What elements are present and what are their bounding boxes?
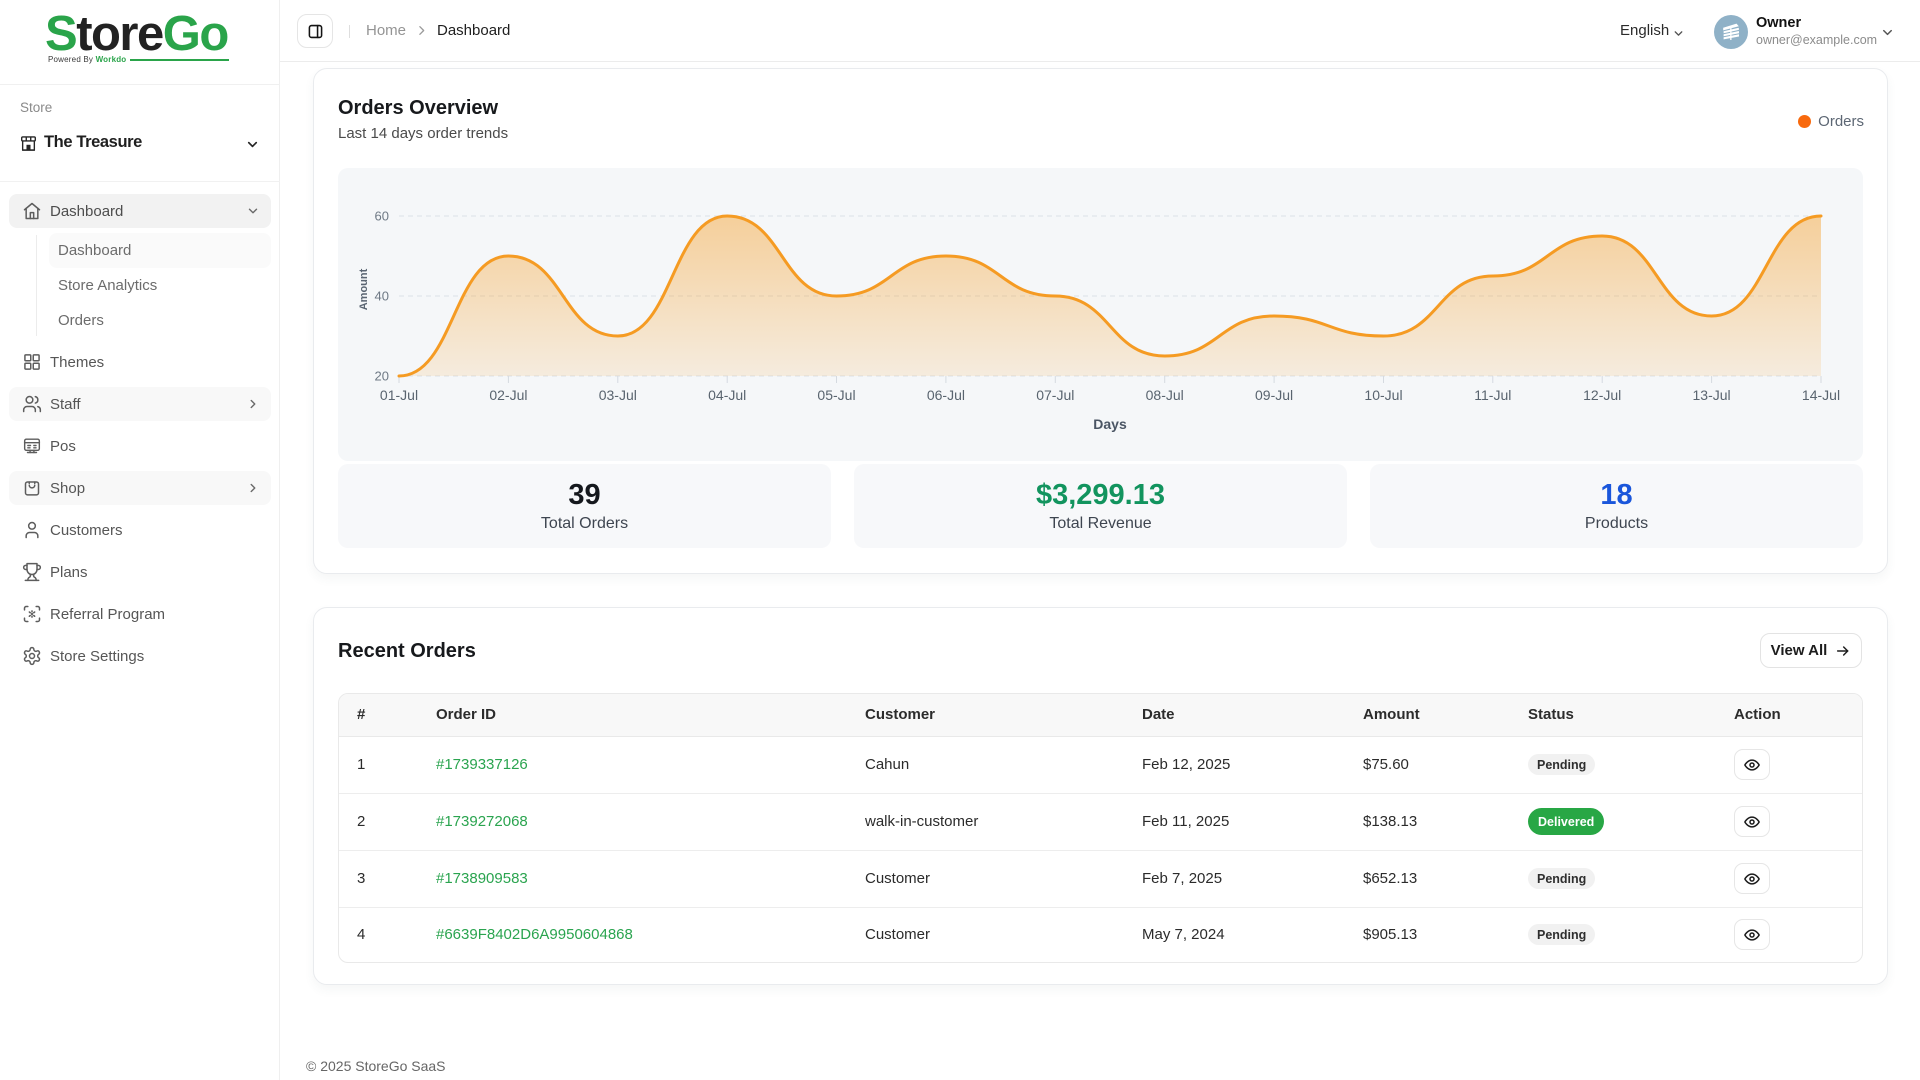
svg-text:09-Jul: 09-Jul — [1255, 387, 1293, 403]
svg-text:14-Jul: 14-Jul — [1802, 387, 1840, 403]
svg-text:10-Jul: 10-Jul — [1364, 387, 1402, 403]
svg-text:02-Jul: 02-Jul — [489, 387, 527, 403]
svg-text:04-Jul: 04-Jul — [708, 387, 746, 403]
svg-text:12-Jul: 12-Jul — [1583, 387, 1621, 403]
svg-text:11-Jul: 11-Jul — [1474, 387, 1511, 403]
svg-text:Days: Days — [1093, 416, 1127, 432]
svg-text:06-Jul: 06-Jul — [927, 387, 965, 403]
svg-text:08-Jul: 08-Jul — [1146, 387, 1184, 403]
svg-text:13-Jul: 13-Jul — [1693, 387, 1731, 403]
svg-text:Amount: Amount — [358, 268, 370, 310]
svg-text:20: 20 — [375, 369, 389, 384]
svg-text:60: 60 — [375, 209, 389, 224]
svg-text:40: 40 — [375, 289, 389, 304]
svg-text:05-Jul: 05-Jul — [817, 387, 855, 403]
svg-text:03-Jul: 03-Jul — [599, 387, 637, 403]
svg-text:01-Jul: 01-Jul — [380, 387, 418, 403]
svg-text:07-Jul: 07-Jul — [1036, 387, 1074, 403]
